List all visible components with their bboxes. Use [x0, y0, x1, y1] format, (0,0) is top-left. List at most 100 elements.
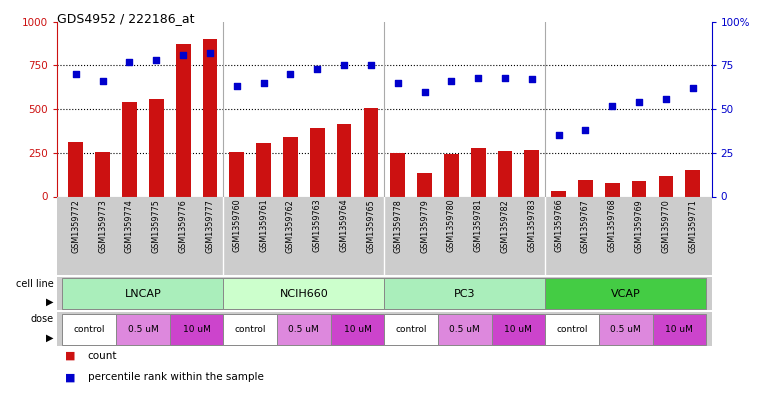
- Bar: [545, 314, 599, 345]
- Text: GDS4952 / 222186_at: GDS4952 / 222186_at: [57, 12, 195, 25]
- Point: [686, 85, 699, 91]
- Bar: [95, 152, 110, 196]
- Point: [365, 62, 377, 68]
- Bar: [224, 314, 277, 345]
- Bar: [545, 278, 706, 309]
- Bar: [336, 124, 352, 196]
- Point: [633, 99, 645, 105]
- Bar: [256, 143, 271, 196]
- Text: GSM1359761: GSM1359761: [259, 199, 268, 252]
- Bar: [599, 314, 652, 345]
- Bar: [62, 278, 224, 309]
- Text: GSM1359778: GSM1359778: [393, 199, 403, 253]
- Point: [579, 127, 591, 133]
- Point: [472, 74, 484, 81]
- Text: GSM1359763: GSM1359763: [313, 199, 322, 252]
- Bar: [116, 314, 170, 345]
- Point: [499, 74, 511, 81]
- Text: percentile rank within the sample: percentile rank within the sample: [88, 372, 263, 382]
- Point: [177, 52, 189, 58]
- Bar: [524, 150, 540, 196]
- Bar: [202, 39, 218, 197]
- Text: 10 uM: 10 uM: [183, 325, 211, 334]
- Text: control: control: [556, 325, 587, 334]
- Bar: [384, 278, 545, 309]
- Bar: [498, 151, 512, 196]
- Bar: [471, 149, 486, 196]
- Bar: [390, 153, 405, 196]
- Text: 0.5 uM: 0.5 uM: [288, 325, 319, 334]
- Bar: [632, 181, 647, 196]
- Point: [660, 95, 672, 102]
- Bar: [444, 154, 459, 196]
- Point: [311, 66, 323, 72]
- Text: GSM1359769: GSM1359769: [635, 199, 644, 253]
- Point: [231, 83, 243, 90]
- Text: GSM1359777: GSM1359777: [205, 199, 215, 253]
- Text: GSM1359780: GSM1359780: [447, 199, 456, 252]
- Bar: [62, 314, 116, 345]
- Bar: [310, 128, 325, 196]
- Text: 10 uM: 10 uM: [665, 325, 693, 334]
- Bar: [224, 278, 384, 309]
- Point: [526, 76, 538, 83]
- Text: ▶: ▶: [46, 297, 53, 307]
- Bar: [277, 314, 331, 345]
- Point: [204, 50, 216, 56]
- Text: GSM1359767: GSM1359767: [581, 199, 590, 253]
- Text: control: control: [234, 325, 266, 334]
- Text: GSM1359782: GSM1359782: [501, 199, 510, 253]
- Point: [70, 71, 82, 77]
- Bar: [122, 102, 137, 196]
- Point: [445, 78, 457, 84]
- Point: [552, 132, 565, 138]
- Bar: [68, 142, 83, 196]
- Bar: [417, 173, 432, 196]
- Bar: [492, 314, 545, 345]
- Text: control: control: [396, 325, 427, 334]
- Text: GSM1359766: GSM1359766: [554, 199, 563, 252]
- Text: GSM1359776: GSM1359776: [179, 199, 188, 253]
- Bar: [578, 180, 593, 196]
- Point: [338, 62, 350, 68]
- Bar: [331, 314, 384, 345]
- Bar: [652, 314, 706, 345]
- Text: GSM1359771: GSM1359771: [688, 199, 697, 253]
- Bar: [149, 99, 164, 196]
- Point: [607, 103, 619, 109]
- Text: GSM1359779: GSM1359779: [420, 199, 429, 253]
- Text: GSM1359781: GSM1359781: [473, 199, 482, 252]
- Point: [123, 59, 135, 65]
- Text: count: count: [88, 351, 117, 361]
- Text: ▶: ▶: [46, 332, 53, 342]
- Bar: [283, 137, 298, 196]
- Text: GSM1359770: GSM1359770: [661, 199, 670, 253]
- Point: [419, 88, 431, 95]
- Point: [97, 78, 109, 84]
- Point: [392, 80, 404, 86]
- Bar: [170, 314, 224, 345]
- Text: dose: dose: [30, 314, 53, 325]
- Text: GSM1359773: GSM1359773: [98, 199, 107, 253]
- Text: LNCAP: LNCAP: [125, 289, 161, 299]
- Text: ■: ■: [65, 372, 75, 382]
- Bar: [176, 44, 190, 196]
- Bar: [384, 314, 438, 345]
- Text: GSM1359774: GSM1359774: [125, 199, 134, 253]
- Text: NCIH660: NCIH660: [279, 289, 328, 299]
- Bar: [686, 170, 700, 196]
- Point: [150, 57, 162, 63]
- Point: [257, 80, 269, 86]
- Text: GSM1359768: GSM1359768: [608, 199, 617, 252]
- Bar: [364, 108, 378, 196]
- Text: GSM1359760: GSM1359760: [232, 199, 241, 252]
- Text: 0.5 uM: 0.5 uM: [610, 325, 641, 334]
- Bar: [229, 152, 244, 196]
- Text: 0.5 uM: 0.5 uM: [450, 325, 480, 334]
- Text: 10 uM: 10 uM: [343, 325, 371, 334]
- Text: GSM1359783: GSM1359783: [527, 199, 537, 252]
- Text: 0.5 uM: 0.5 uM: [128, 325, 158, 334]
- Text: GSM1359764: GSM1359764: [339, 199, 349, 252]
- Bar: [551, 191, 566, 196]
- Point: [285, 71, 297, 77]
